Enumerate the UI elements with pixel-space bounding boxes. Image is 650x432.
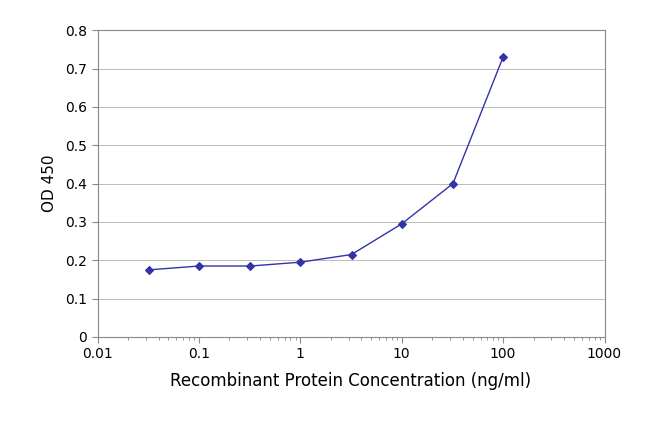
Y-axis label: OD 450: OD 450: [42, 155, 57, 213]
X-axis label: Recombinant Protein Concentration (ng/ml): Recombinant Protein Concentration (ng/ml…: [170, 372, 532, 391]
